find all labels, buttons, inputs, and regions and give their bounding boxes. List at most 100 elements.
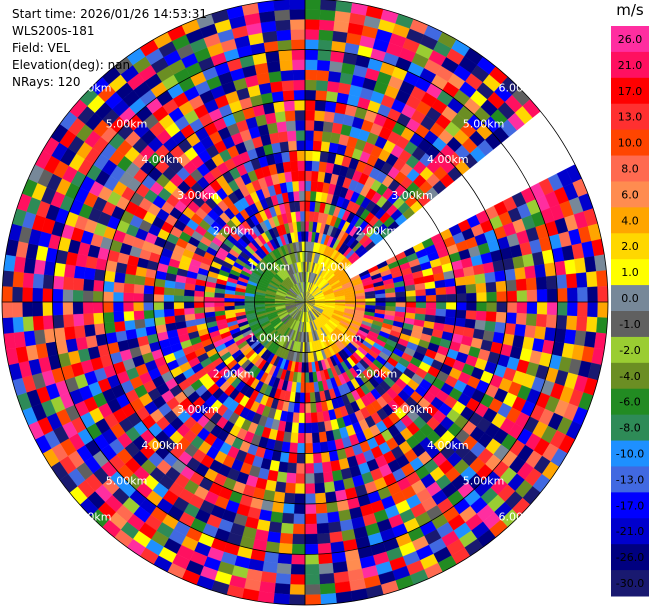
range-gate-cell [304,130,315,141]
range-gate-cell [446,293,457,303]
colorbar-swatch [611,466,649,493]
range-gate-cell [296,443,306,454]
range-gate-cell [315,502,328,514]
range-gate-cell [133,283,145,294]
range-gate-cell [565,315,578,331]
nrays-label: NRays: 120 [12,75,81,89]
range-gate-cell [304,0,321,10]
range-gate-cell [276,471,288,483]
colorbar-swatch [611,388,649,416]
range-gate-cell [281,512,295,525]
range-gate-cell [355,298,366,303]
colorbar-swatch [611,207,649,234]
range-ring-label: 5.00km [106,118,148,131]
range-gate-cell [279,59,293,72]
range-gate-cell [23,330,36,347]
range-gate-cell [83,324,96,337]
range-gate-cell [304,392,311,404]
range-gate-cell [32,287,43,303]
range-gate-cell [277,552,292,565]
range-gate-cell [273,0,290,11]
range-gate-cell [313,130,324,142]
range-gate-cell [304,221,310,232]
range-gate-cell [294,200,301,212]
range-gate-cell [304,19,320,30]
range-gate-cell [466,301,477,312]
range-gate-cell [278,542,293,555]
range-gate-cell [92,301,104,314]
range-gate-cell [329,531,344,544]
range-gate-cell [164,315,176,325]
range-gate-cell [304,574,320,585]
range-gate-cell [577,301,588,317]
range-ring-label: 5.00km [463,475,505,488]
range-gate-cell [153,285,165,295]
range-gate-cell [103,311,115,324]
range-gate-cell [22,301,33,317]
colorbar-tick-label: -17.0 [616,499,644,512]
range-gate-cell [304,180,312,192]
range-gate-cell [304,432,313,444]
range-gate-cell [42,288,54,303]
range-gate-cell [203,301,215,308]
range-gate-cell [163,294,175,303]
range-gate-cell [311,160,320,172]
range-gate-cell [484,320,497,333]
range-gate-cell [244,301,255,306]
colorbar-swatch [611,336,649,364]
range-gate-cell [333,20,350,33]
colorbar-swatch [611,440,649,467]
range-gate-cell [284,482,296,494]
range-gate-cell [294,109,306,121]
range-gate-cell [597,285,609,303]
colorbar-swatch [611,362,649,390]
range-ring-label: 2.00km [356,367,398,380]
range-gate-cell [264,112,277,125]
range-gate-cell [315,90,328,102]
range-gate-cell [435,287,447,296]
range-gate-cell [83,267,96,280]
range-gate-cell [289,8,306,20]
range-gate-cell [73,265,86,279]
range-gate-cell [213,301,225,307]
range-gate-cell [476,292,487,303]
range-gate-cell [314,110,326,122]
range-gate-cell [283,492,296,504]
range-gate-cell [465,283,477,294]
range-gate-cell [52,288,64,303]
range-gate-cell [293,513,306,525]
range-gate-cell [475,282,487,294]
range-gate-cell [289,0,306,10]
range-gate-cell [82,290,94,303]
range-ring-label: 6.00km [499,82,541,95]
range-gate-cell [304,453,314,464]
range-gate-cell [567,287,578,303]
range-gate-cell [311,432,320,444]
range-gate-cell [304,483,316,495]
range-gate-cell [474,319,486,331]
range-gate-cell [271,90,285,103]
range-gate-cell [596,317,608,334]
range-gate-cell [268,521,282,534]
colorbar-tick-label: 4.0 [621,214,639,227]
range-gate-cell [291,49,306,61]
range-gate-cell [1,285,13,303]
colorbar-tick-label: -2.0 [619,344,640,357]
range-gate-cell [496,291,508,303]
range-gate-cell [22,316,34,332]
range-gate-cell [304,523,318,535]
range-ring-label: 6.00km [70,510,112,523]
range-gate-cell [506,301,518,314]
range-gate-cell [304,463,315,474]
range-gate-cell [286,130,297,142]
range-gate-cell [322,471,334,483]
range-ring-label: 1.00km [249,332,291,345]
range-gate-cell [304,150,314,161]
range-gate-cell [304,473,315,484]
range-gate-cell [193,307,205,314]
range-gate-cell [268,70,282,83]
range-gate-cell [102,291,114,303]
range-gate-cell [472,264,485,276]
range-gate-cell [292,180,300,192]
range-gate-cell [133,292,144,303]
